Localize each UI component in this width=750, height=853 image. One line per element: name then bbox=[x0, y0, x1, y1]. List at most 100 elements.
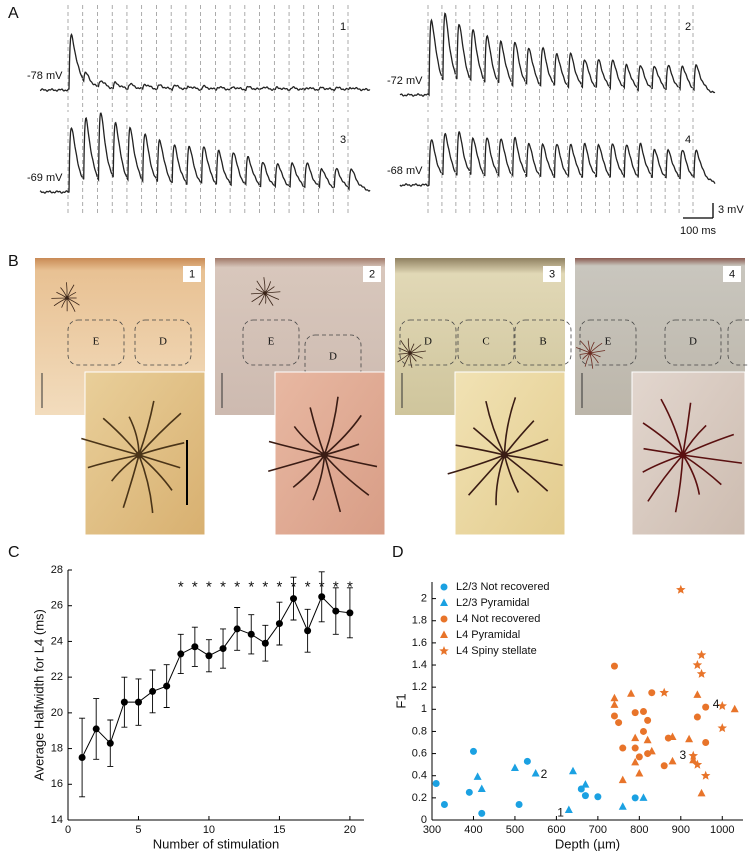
barrel-outline bbox=[457, 319, 515, 366]
trace-segment bbox=[622, 144, 638, 179]
point bbox=[631, 757, 640, 766]
x-axis-label: Depth (µm) bbox=[555, 836, 620, 851]
barrel-label: E bbox=[605, 336, 612, 348]
point bbox=[702, 703, 710, 711]
significance-star: * bbox=[262, 578, 268, 595]
trace-segment bbox=[539, 142, 554, 178]
dendrite bbox=[660, 398, 684, 456]
inset-image bbox=[631, 371, 746, 536]
trace-segment bbox=[39, 32, 84, 92]
image-label: 1 bbox=[189, 268, 195, 280]
dendrite bbox=[268, 440, 325, 456]
point bbox=[668, 756, 677, 765]
trace-segment bbox=[525, 47, 540, 85]
baseline-label: -72 mV bbox=[387, 75, 423, 87]
trace-segment bbox=[82, 116, 98, 180]
dendrite bbox=[467, 454, 506, 496]
trace-segment bbox=[469, 29, 484, 82]
trace-segment bbox=[348, 86, 371, 92]
legend-marker bbox=[440, 583, 448, 591]
dendrite bbox=[268, 454, 325, 473]
trace-segment bbox=[273, 162, 290, 189]
trace-segment bbox=[539, 46, 554, 88]
mean-point bbox=[346, 609, 354, 617]
point bbox=[631, 733, 640, 742]
trace-segment bbox=[214, 149, 231, 185]
barrel-outline bbox=[664, 319, 722, 366]
trace-segment bbox=[665, 64, 679, 90]
panel-label: A bbox=[8, 5, 19, 22]
point bbox=[702, 739, 710, 747]
barrel-outline bbox=[579, 319, 637, 366]
dendrite bbox=[504, 454, 563, 467]
point bbox=[648, 689, 656, 697]
label-box bbox=[363, 266, 381, 282]
barrel-outline bbox=[304, 334, 362, 381]
point bbox=[523, 757, 531, 765]
y-tick-label: 18 bbox=[51, 742, 63, 754]
dendrite bbox=[138, 454, 154, 514]
trace-segment bbox=[214, 86, 231, 91]
trace-segment bbox=[155, 138, 172, 183]
legend-marker bbox=[440, 630, 448, 638]
dendrite bbox=[323, 396, 339, 456]
point bbox=[643, 735, 652, 744]
legend-marker bbox=[439, 646, 449, 656]
dendrite bbox=[312, 454, 326, 501]
mean-point bbox=[149, 687, 157, 695]
trace-segment bbox=[229, 86, 246, 91]
barrel-label: D bbox=[329, 351, 337, 363]
barrel-outline bbox=[727, 319, 750, 366]
trace-segment bbox=[455, 131, 471, 176]
trace-segment bbox=[608, 143, 624, 178]
point bbox=[631, 709, 639, 717]
trace-segment bbox=[126, 126, 142, 182]
significance-star: * bbox=[178, 578, 184, 595]
trace-segment bbox=[497, 40, 512, 84]
dendrite bbox=[495, 454, 506, 506]
point bbox=[660, 762, 668, 770]
mean-point bbox=[120, 698, 128, 706]
trace-label: 4 bbox=[685, 134, 691, 146]
dendrite bbox=[138, 400, 155, 456]
trace-segment bbox=[511, 41, 526, 88]
trace-segment bbox=[97, 80, 112, 90]
significance-star: * bbox=[333, 578, 339, 595]
significance-star: * bbox=[277, 578, 283, 595]
point bbox=[581, 792, 589, 800]
y-tick-label: 0.8 bbox=[412, 725, 427, 737]
mean-point bbox=[134, 698, 142, 706]
mean-point bbox=[78, 754, 86, 761]
dendrite bbox=[323, 454, 342, 513]
point bbox=[610, 662, 618, 670]
point bbox=[688, 750, 698, 760]
x-tick-label: 5 bbox=[135, 824, 141, 836]
significance-star: * bbox=[234, 578, 240, 595]
trace-segment bbox=[170, 84, 187, 92]
point bbox=[510, 763, 519, 771]
dendrite bbox=[447, 454, 505, 475]
dendrite bbox=[455, 444, 505, 456]
y-tick-label: 2 bbox=[421, 593, 427, 605]
significance-star: * bbox=[291, 578, 297, 595]
trace-segment bbox=[567, 143, 582, 178]
mean-point bbox=[275, 620, 283, 628]
y-tick-label: 0.4 bbox=[412, 770, 427, 782]
point bbox=[692, 759, 703, 769]
x-tick-label: 400 bbox=[464, 824, 482, 836]
scale-label-x: 100 ms bbox=[680, 225, 717, 237]
trace-segment bbox=[244, 85, 260, 92]
trace-segment bbox=[399, 18, 443, 97]
trace-segment bbox=[141, 83, 157, 91]
dendrite bbox=[504, 438, 549, 456]
y-tick-label: 14 bbox=[51, 814, 63, 826]
trace-segment bbox=[594, 143, 610, 178]
point bbox=[594, 793, 602, 801]
barrel-label: E bbox=[93, 336, 100, 348]
y-axis-label: Average Halfwidth for L4 (ms) bbox=[31, 609, 46, 781]
trace-segment bbox=[111, 81, 128, 90]
trace-segment bbox=[497, 138, 512, 178]
mean-point bbox=[177, 650, 185, 658]
point bbox=[668, 732, 677, 740]
